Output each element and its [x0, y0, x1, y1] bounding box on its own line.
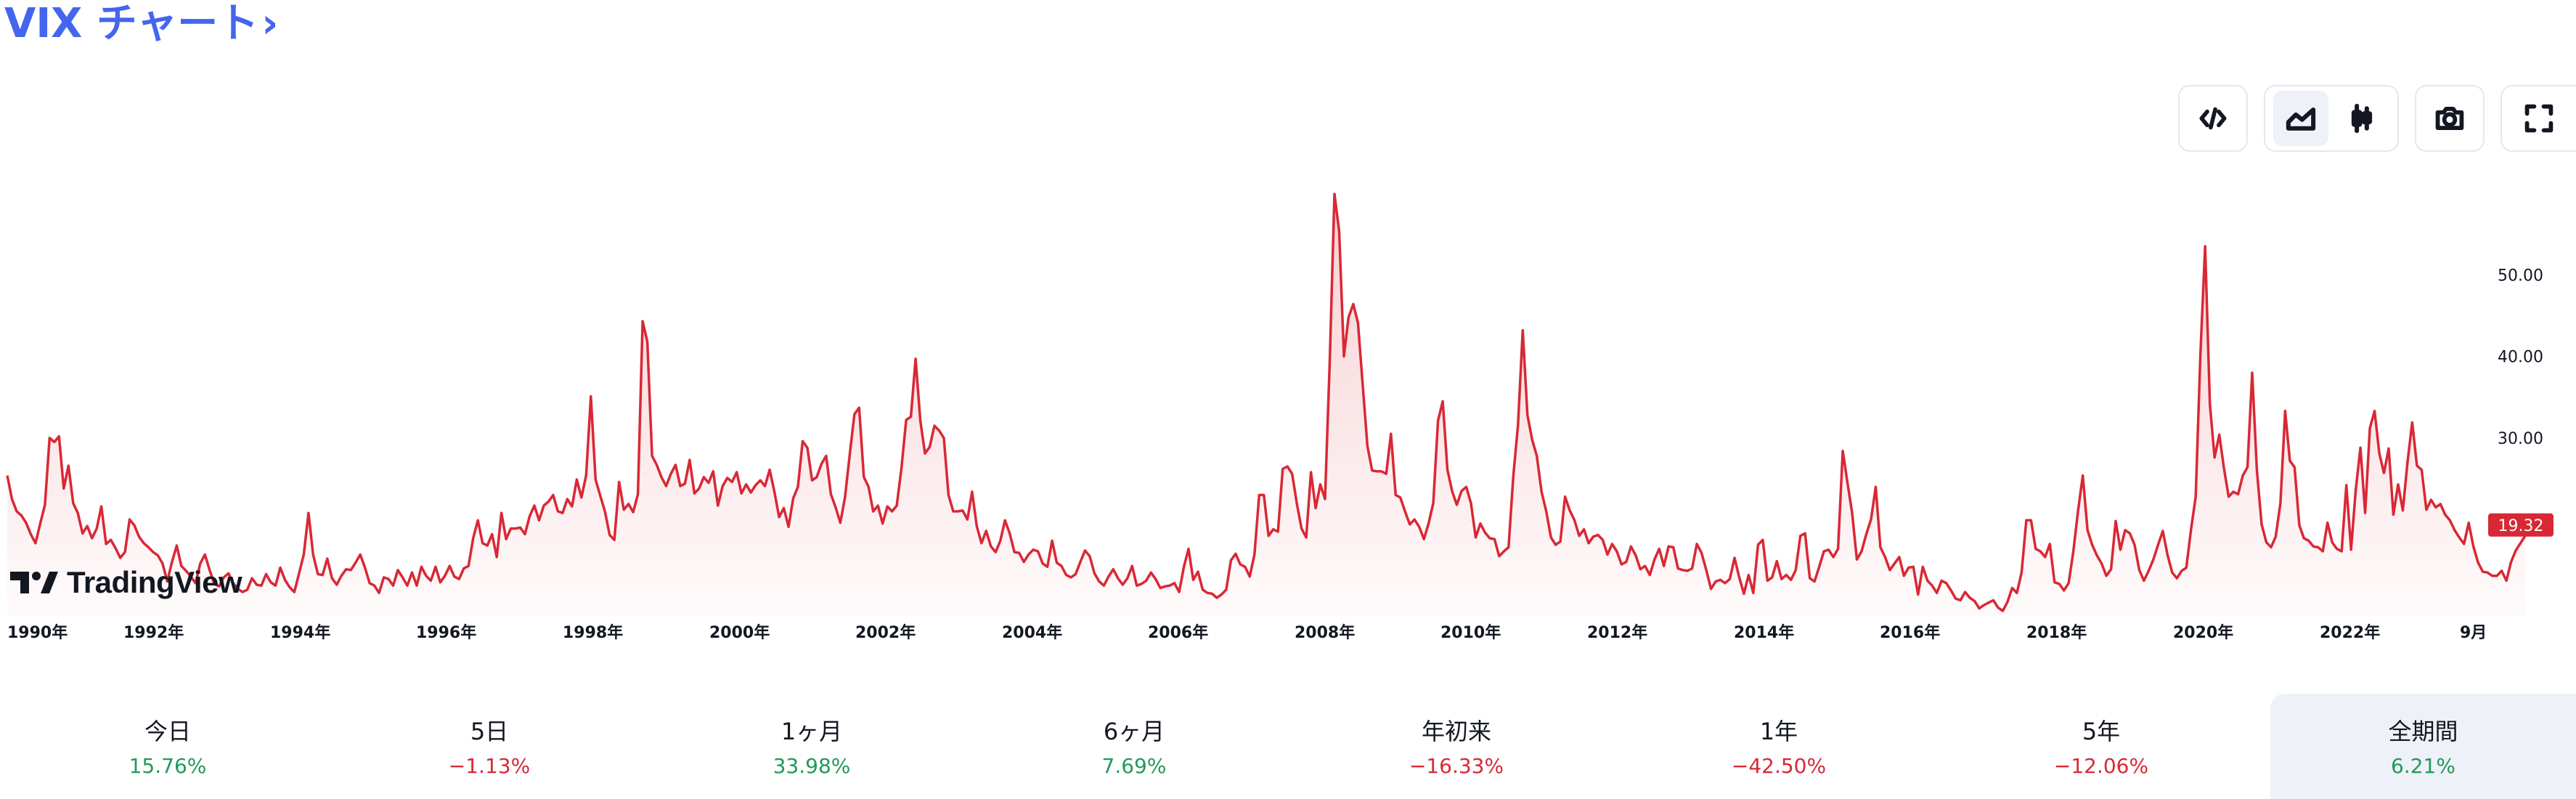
period-change: 7.69% — [1101, 754, 1167, 778]
period-ytd[interactable]: 年初来 −16.33% — [1297, 694, 1616, 799]
embed-code-button[interactable] — [2178, 85, 2248, 152]
last-price-value: 19.32 — [2498, 517, 2544, 535]
candle-style-button[interactable] — [2334, 91, 2389, 146]
last-price-badge-bg — [2488, 513, 2553, 537]
x-tick-label: 1996年 — [416, 623, 476, 642]
candlestick-icon — [2351, 103, 2373, 134]
x-axis: 1990年 1992年 1994年 1996年 1998年 2000年 2002年 2004年… — [7, 623, 2487, 642]
x-tick-label: 1998年 — [563, 623, 623, 642]
chart-toolbar — [2178, 85, 2576, 152]
period-label: 1ヶ月 — [780, 718, 843, 745]
period-change: −12.06% — [2053, 754, 2149, 778]
period-change: −16.33% — [1409, 754, 1504, 778]
chart-title-link[interactable]: VIX チャート› — [4, 0, 278, 48]
chart-title: VIX チャート — [4, 0, 259, 47]
period-label: 5日 — [470, 718, 509, 745]
x-tick-label: 2012年 — [1587, 623, 1647, 642]
period-label: 5年 — [2082, 718, 2121, 745]
period-performance-row: 今日 15.76% 5日 −1.13% 1ヶ月 33.98% 6ヶ月 7.69%… — [0, 694, 2576, 799]
chart-style-toggle — [2264, 85, 2399, 152]
period-change: −1.13% — [448, 754, 531, 778]
x-tick-label: 2016年 — [1880, 623, 1940, 642]
period-change: −42.50% — [1731, 754, 1827, 778]
tradingview-logo[interactable]: TradingView — [9, 565, 242, 600]
period-label: 今日 — [144, 718, 191, 745]
area-style-button[interactable] — [2273, 91, 2328, 146]
period-label: 1年 — [1759, 718, 1798, 745]
snapshot-button[interactable] — [2415, 85, 2485, 152]
chevron-right-icon: › — [261, 0, 279, 47]
period-1m[interactable]: 1ヶ月 33.98% — [652, 694, 971, 799]
x-tick-label: 2018年 — [2026, 623, 2087, 642]
price-chart[interactable]: 1990年 1992年 1994年 1996年 1998年 2000年 2002年 2004年… — [0, 167, 2576, 654]
x-tick-label: 2004年 — [1002, 623, 1062, 642]
period-change: 6.21% — [2391, 754, 2455, 778]
x-tick-label: 2020年 — [2173, 623, 2233, 642]
area-fill — [7, 194, 2525, 617]
last-price-badge: 19.32 — [2488, 513, 2553, 537]
period-5d[interactable]: 5日 −1.13% — [330, 694, 649, 799]
x-tick-label: 2022年 — [2320, 623, 2380, 642]
period-label: 年初来 — [1421, 718, 1491, 745]
x-tick-label: 9月 — [2460, 624, 2487, 642]
x-tick-label: 2002年 — [855, 623, 916, 642]
period-change: 33.98% — [773, 754, 851, 778]
x-tick-label: 2014年 — [1734, 623, 1794, 642]
period-1y[interactable]: 1年 −42.50% — [1619, 694, 1939, 799]
tradingview-logo-icon — [10, 572, 58, 593]
period-label: 全期間 — [2388, 718, 2458, 745]
area-chart-icon — [2286, 108, 2316, 131]
period-6m[interactable]: 6ヶ月 7.69% — [974, 694, 1294, 799]
tradingview-logo-text: TradingView — [67, 565, 242, 599]
code-icon — [2199, 107, 2227, 130]
fullscreen-button[interactable] — [2500, 85, 2576, 152]
price-line — [6, 192, 2527, 612]
period-today[interactable]: 今日 15.76% — [8, 694, 327, 799]
x-tick-label: 1994年 — [270, 623, 330, 642]
x-tick-label: 2008年 — [1295, 623, 1355, 642]
y-tick-label: 30.00 — [2498, 430, 2543, 448]
y-axis: 30.00 40.00 50.00 — [2498, 267, 2543, 448]
period-all[interactable]: 全期間 6.21% — [2270, 694, 2576, 799]
y-tick-label: 40.00 — [2498, 349, 2543, 367]
x-tick-label: 2010年 — [1440, 623, 1501, 642]
x-tick-label: 1992年 — [123, 623, 184, 642]
fullscreen-icon — [2524, 104, 2553, 133]
period-label: 6ヶ月 — [1103, 718, 1165, 745]
period-5y[interactable]: 5年 −12.06% — [1941, 694, 2261, 799]
x-tick-label: 2006年 — [1148, 623, 1208, 642]
x-tick-label: 1990年 — [7, 623, 68, 642]
camera-icon — [2435, 106, 2464, 131]
period-change: 15.76% — [129, 754, 207, 778]
x-tick-label: 2000年 — [709, 623, 770, 642]
y-tick-label: 50.00 — [2498, 267, 2543, 285]
